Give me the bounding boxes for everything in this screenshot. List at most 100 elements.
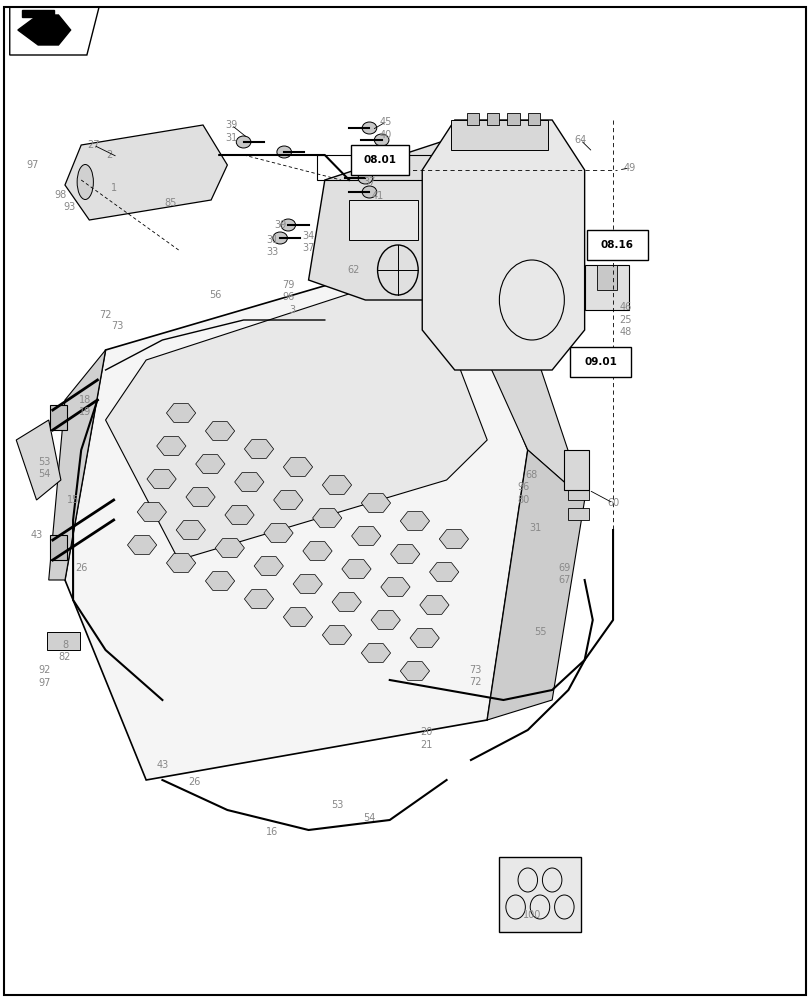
Text: 40: 40 [379, 130, 392, 140]
Ellipse shape [362, 186, 376, 198]
Polygon shape [127, 536, 157, 554]
Bar [487, 113, 499, 125]
Polygon shape [283, 458, 312, 476]
Text: 48: 48 [618, 327, 631, 337]
Ellipse shape [277, 146, 291, 158]
Polygon shape [147, 470, 176, 488]
Text: 73: 73 [468, 665, 481, 675]
Polygon shape [137, 503, 166, 521]
Text: 26: 26 [75, 563, 88, 573]
Polygon shape [332, 593, 361, 611]
Text: 53: 53 [330, 800, 343, 810]
Bar [569, 347, 631, 377]
Text: 93: 93 [62, 202, 75, 212]
Polygon shape [419, 596, 448, 614]
Polygon shape [65, 250, 527, 780]
Text: 43: 43 [30, 530, 43, 540]
Text: 8: 8 [62, 640, 68, 650]
Ellipse shape [281, 219, 295, 231]
Text: 25: 25 [618, 315, 631, 325]
Text: 60: 60 [606, 498, 619, 508]
Bar [568, 488, 588, 500]
Text: 08.16: 08.16 [600, 240, 633, 250]
Text: 34: 34 [302, 231, 315, 241]
Text: 96: 96 [517, 482, 530, 492]
Polygon shape [312, 509, 341, 527]
Bar [316, 155, 454, 180]
Polygon shape [264, 524, 293, 542]
Polygon shape [361, 644, 390, 662]
Text: 64: 64 [573, 135, 586, 145]
Polygon shape [446, 270, 584, 500]
Polygon shape [10, 7, 99, 55]
Bar [568, 468, 588, 480]
Text: 31: 31 [265, 235, 278, 245]
Text: 62: 62 [346, 265, 359, 275]
Text: 53: 53 [38, 457, 51, 467]
Text: 97: 97 [26, 160, 39, 170]
Polygon shape [166, 404, 195, 422]
Text: 88: 88 [594, 238, 607, 248]
Text: 1: 1 [110, 183, 117, 193]
Bar [499, 857, 580, 932]
Polygon shape [195, 455, 225, 473]
Polygon shape [22, 10, 54, 17]
Polygon shape [303, 542, 332, 560]
Polygon shape [322, 476, 351, 494]
Polygon shape [225, 506, 254, 524]
Bar [586, 230, 646, 260]
Polygon shape [351, 527, 380, 545]
Text: 54: 54 [38, 469, 51, 479]
Polygon shape [422, 120, 584, 370]
Text: 82: 82 [58, 652, 71, 662]
Text: 69: 69 [557, 563, 570, 573]
Text: 73: 73 [111, 321, 124, 331]
Bar [50, 535, 67, 560]
Bar [507, 113, 519, 125]
Ellipse shape [272, 232, 287, 244]
Polygon shape [361, 494, 390, 512]
Text: 37: 37 [302, 243, 315, 253]
Text: 18: 18 [79, 395, 92, 405]
Text: 19: 19 [79, 407, 92, 417]
Text: 09.01: 09.01 [584, 357, 616, 367]
Text: 68: 68 [525, 470, 538, 480]
Polygon shape [283, 608, 312, 626]
Text: 72: 72 [468, 677, 481, 687]
Text: 55: 55 [533, 627, 546, 637]
Polygon shape [380, 578, 410, 596]
Polygon shape [105, 270, 487, 560]
Text: 54: 54 [363, 813, 375, 823]
Text: 79: 79 [281, 280, 294, 290]
Polygon shape [49, 350, 105, 580]
Polygon shape [341, 560, 371, 578]
Polygon shape [166, 554, 195, 572]
Text: 67: 67 [557, 575, 570, 585]
Text: 08.01: 08.01 [363, 155, 396, 165]
Polygon shape [215, 539, 244, 557]
Text: 33: 33 [265, 247, 278, 257]
Polygon shape [186, 488, 215, 506]
Text: 72: 72 [99, 310, 112, 320]
Ellipse shape [374, 134, 388, 146]
Text: 45: 45 [379, 117, 392, 127]
Text: 49: 49 [622, 163, 635, 173]
Text: 31: 31 [529, 523, 542, 533]
Polygon shape [176, 521, 205, 539]
Polygon shape [16, 420, 61, 500]
Bar [466, 113, 478, 125]
Bar [527, 113, 539, 125]
Bar [450, 120, 547, 150]
Polygon shape [439, 530, 468, 548]
Text: 43: 43 [156, 760, 169, 770]
Text: 100: 100 [522, 910, 540, 920]
Ellipse shape [77, 164, 93, 200]
Ellipse shape [358, 172, 372, 184]
Polygon shape [410, 629, 439, 647]
Text: 37: 37 [363, 177, 375, 187]
Text: 21: 21 [419, 740, 432, 750]
Polygon shape [244, 590, 273, 608]
Text: 39: 39 [273, 220, 286, 230]
Polygon shape [18, 15, 71, 45]
Text: 46: 46 [618, 302, 631, 312]
